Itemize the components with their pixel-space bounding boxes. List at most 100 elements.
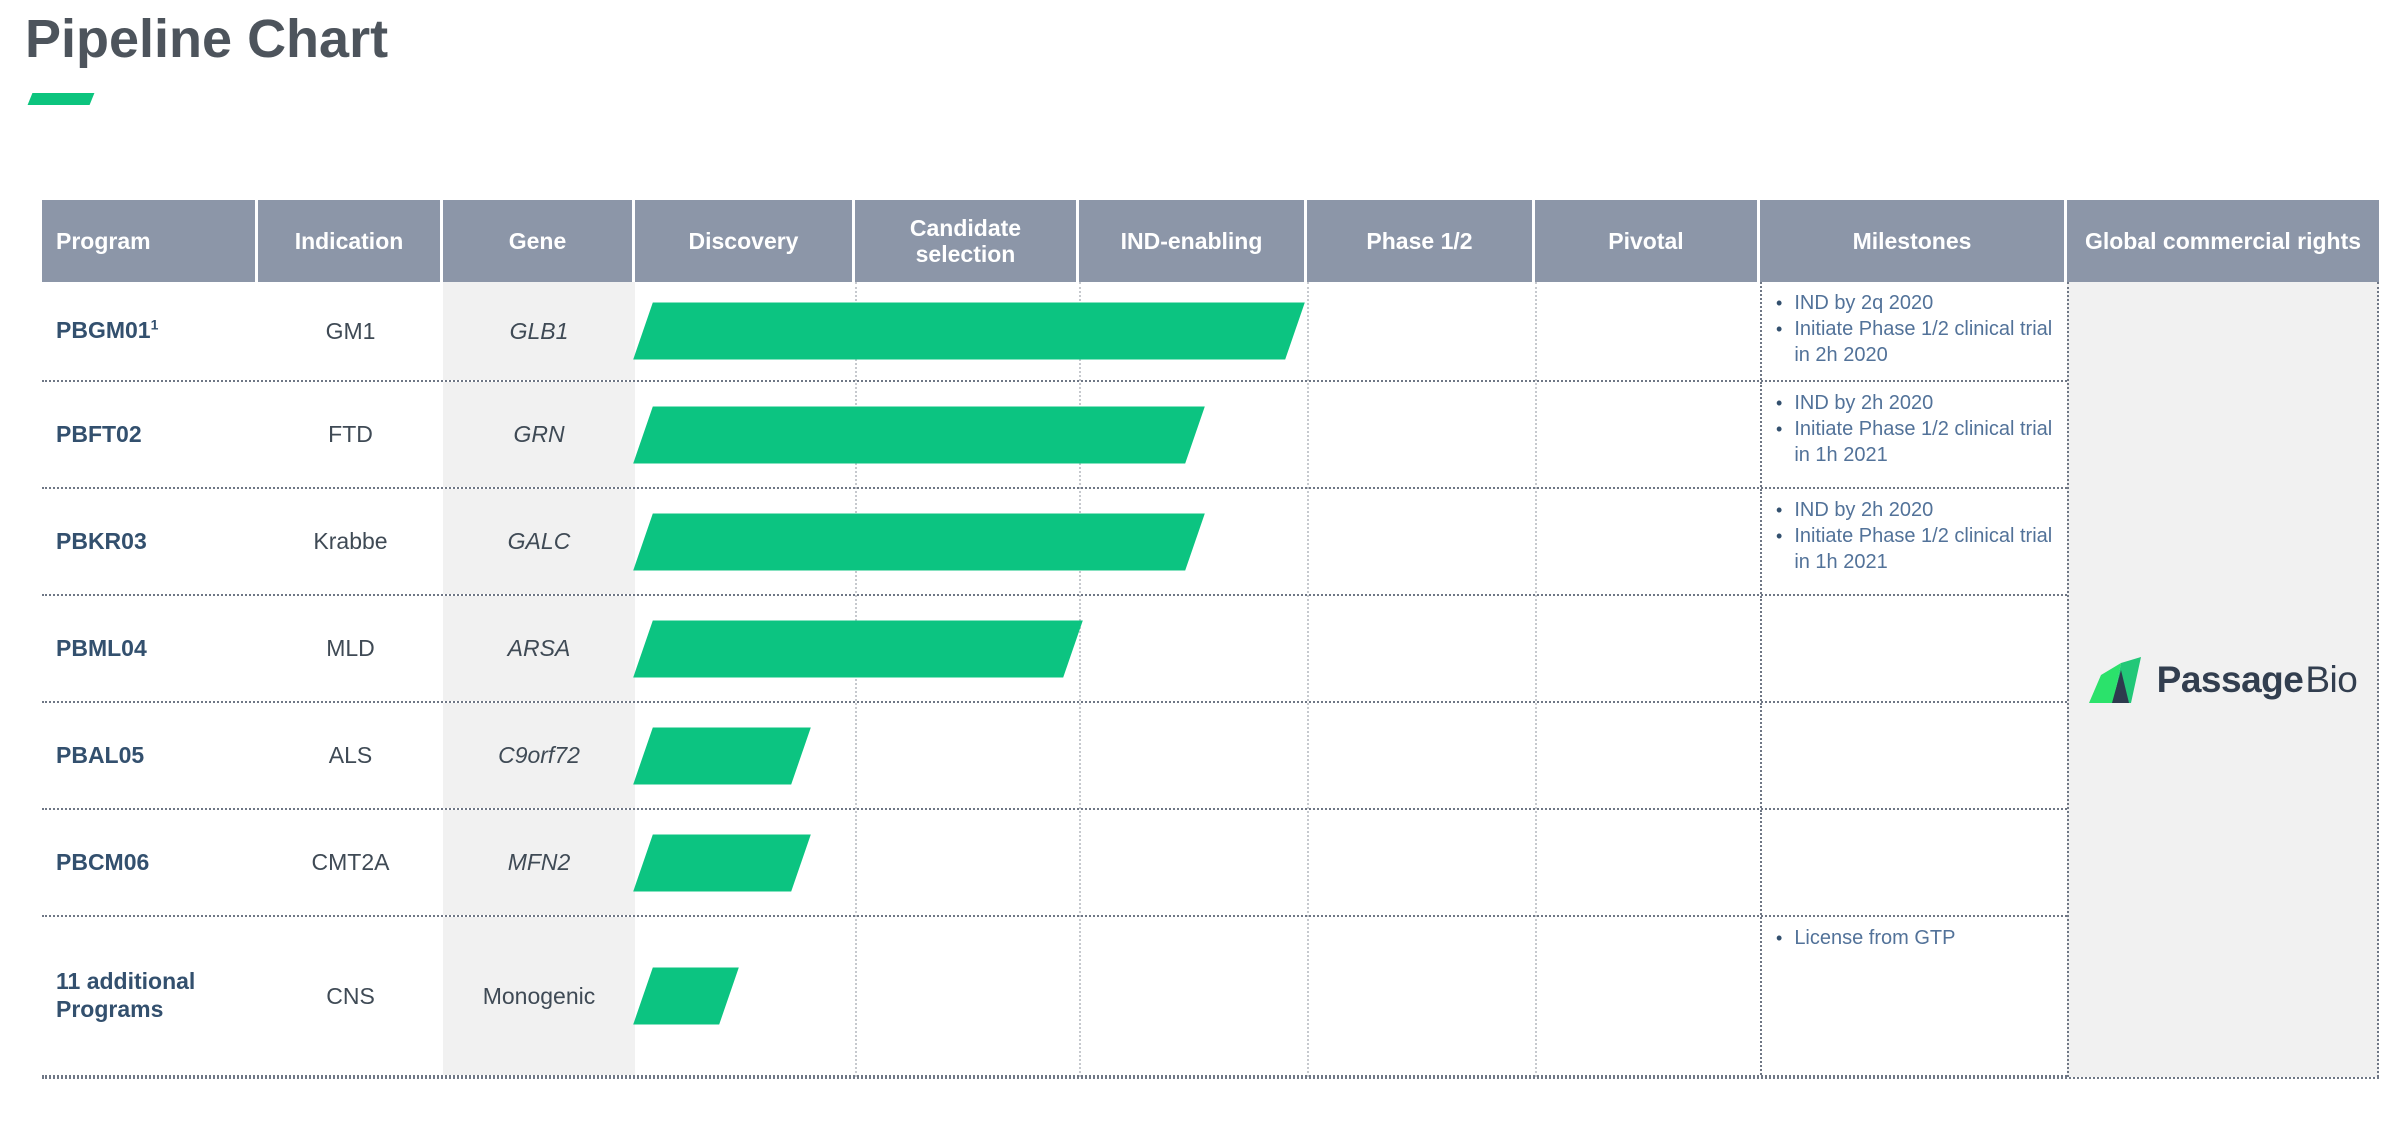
logo-text-bio: Bio [2305, 658, 2358, 700]
progress-bar [633, 302, 1305, 360]
stage-track [633, 596, 1760, 701]
passage-bio-logo: PassageBio [2088, 656, 2358, 703]
stage-gridline [1535, 282, 1537, 1077]
table-row: PBCM06 CMT2A MFN2 [42, 810, 2067, 917]
milestone-item: • Initiate Phase 1/2 clinical trial in 2h… [1776, 316, 2061, 368]
global-rights-column: PassageBio [2067, 282, 2379, 1077]
indication-cell: MLD [326, 635, 375, 661]
milestone-item: • Initiate Phase 1/2 clinical trial in 1h… [1776, 523, 2061, 575]
gene-cell: ARSA [443, 596, 635, 701]
page-title: Pipeline Chart [25, 9, 389, 69]
passage-bio-logo-text: PassageBio [2157, 659, 2358, 701]
milestone-text: Initiate Phase 1/2 clinical trial in 2h … [1794, 318, 2053, 367]
program-name: PBGM011 [56, 316, 159, 344]
column-header-discovery: Discovery [635, 200, 855, 282]
gene-cell: MFN2 [443, 810, 635, 915]
program-name: PBAL05 [56, 741, 145, 768]
milestone-item: • License from GTP [1776, 925, 1955, 951]
column-header-phase-1-2: Phase 1/2 [1307, 200, 1535, 282]
milestone-item: • Initiate Phase 1/2 clinical trial in 1h… [1776, 416, 2061, 468]
stage-track [633, 489, 1760, 594]
column-header-global-commercial-rights: Global commercial rights [2067, 200, 2379, 282]
indication-cell: Krabbe [313, 528, 388, 554]
gene-cell: GLB1 [443, 282, 635, 380]
passage-bio-logo-icon [2088, 656, 2141, 703]
bullet-icon: • [1776, 293, 1783, 313]
program-cell: PBCM06 [42, 810, 258, 915]
stage-gridline [1307, 282, 1309, 1077]
milestones-cell [1760, 596, 2067, 701]
milestones-cell: • IND by 2h 2020 • Initiate Phase 1/2 clini… [1760, 382, 2067, 487]
column-header-ind-enabling: IND-enabling [1079, 200, 1307, 282]
stage-track [633, 382, 1760, 487]
milestone-text: Initiate Phase 1/2 clinical trial in 1h … [1794, 525, 2053, 574]
program-name: 11 additional Programs [56, 968, 196, 1022]
table-row: PBAL05 ALS C9orf72 [42, 703, 2067, 810]
bullet-icon: • [1776, 500, 1783, 520]
program-name: PBML04 [56, 634, 147, 661]
column-header-indication: Indication [258, 200, 443, 282]
column-header-candidate-selection: Candidate selection [855, 200, 1079, 282]
column-header-gene: Gene [443, 200, 635, 282]
column-header-pivotal: Pivotal [1535, 200, 1760, 282]
gene-cell: C9orf72 [443, 703, 635, 808]
milestone-item: • IND by 2h 2020 [1776, 497, 1933, 523]
milestone-item: • IND by 2h 2020 [1776, 390, 1933, 416]
indication-cell: CMT2A [311, 849, 390, 875]
pipeline-table: Program Indication Gene Discovery Candidate … [42, 200, 2379, 1079]
program-cell: PBKR03 [42, 489, 258, 594]
table-row: 11 additional Programs CNS Monogenic • Li… [42, 917, 2067, 1077]
bullet-icon: • [1776, 928, 1783, 948]
table-header-row: Program Indication Gene Discovery Candidate … [42, 200, 2379, 282]
table-body: PBGM011 GM1 GLB1 • IND by 2q 2020 • Initiat… [42, 282, 2379, 1079]
bullet-icon: • [1776, 419, 1783, 440]
milestones-cell: • IND by 2h 2020 • Initiate Phase 1/2 clini… [1760, 489, 2067, 594]
program-footnote-superscript: 1 [150, 316, 159, 333]
stage-gridline [1079, 282, 1081, 1077]
program-cell: PBML04 [42, 596, 258, 701]
program-name: PBKR03 [56, 527, 147, 554]
program-name: PBCM06 [56, 848, 150, 875]
milestones-cell: • License from GTP [1760, 917, 2067, 1075]
stage-gridline [855, 282, 857, 1077]
milestones-cell: • IND by 2q 2020 • Initiate Phase 1/2 clini… [1760, 282, 2067, 380]
indication-cell: CNS [326, 982, 375, 1009]
progress-bar [633, 513, 1205, 570]
progress-bar [633, 406, 1205, 463]
gene-cell: GRN [443, 382, 635, 487]
stage-track [633, 282, 1760, 380]
program-cell: 11 additional Programs [42, 917, 258, 1075]
gene-cell: Monogenic [443, 917, 635, 1075]
indication-cell: GM1 [325, 317, 376, 344]
progress-bar [633, 967, 739, 1025]
milestone-text: Initiate Phase 1/2 clinical trial in 1h … [1794, 418, 2053, 467]
column-header-milestones: Milestones [1760, 200, 2067, 282]
gene-cell: GALC [443, 489, 635, 594]
program-name: PBFT02 [56, 420, 142, 447]
milestone-text: IND by 2h 2020 [1794, 499, 1934, 521]
column-header-program: Program [42, 200, 258, 282]
stage-track [633, 703, 1760, 808]
title-accent-bar [27, 93, 95, 105]
table-row: PBFT02 FTD GRN • IND by 2h 2020 • Initiate … [42, 382, 2067, 489]
stage-track [633, 810, 1760, 915]
logo-text-passage: Passage [2156, 658, 2304, 700]
milestone-text: IND by 2h 2020 [1794, 392, 1934, 414]
table-row: PBML04 MLD ARSA [42, 596, 2067, 703]
bullet-icon: • [1776, 319, 1783, 340]
bullet-icon: • [1776, 393, 1783, 413]
stage-track [633, 917, 1760, 1075]
indication-cell: ALS [328, 742, 373, 768]
milestone-item: • IND by 2q 2020 [1776, 290, 1933, 316]
progress-bar [633, 727, 811, 784]
milestones-cell [1760, 703, 2067, 808]
table-row: PBGM011 GM1 GLB1 • IND by 2q 2020 • Initiat… [42, 282, 2067, 382]
milestone-text: IND by 2q 2020 [1794, 292, 1934, 314]
progress-bar [633, 834, 811, 891]
progress-bar [633, 620, 1083, 677]
table-row: PBKR03 Krabbe GALC • IND by 2h 2020 • Initi… [42, 489, 2067, 596]
program-cell: PBAL05 [42, 703, 258, 808]
indication-cell: FTD [328, 421, 373, 447]
milestones-cell [1760, 810, 2067, 915]
